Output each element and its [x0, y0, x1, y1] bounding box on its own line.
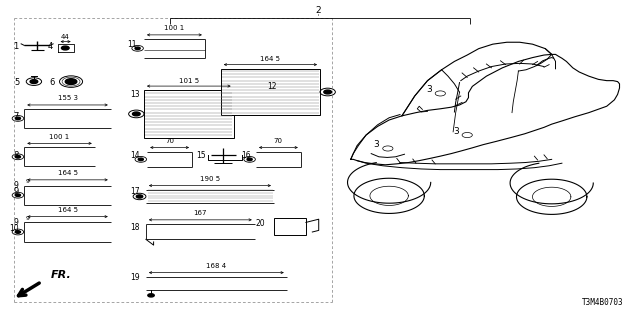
Circle shape [65, 79, 77, 84]
Text: 164 5: 164 5 [58, 207, 77, 213]
Circle shape [148, 294, 154, 297]
Text: 15: 15 [196, 151, 205, 160]
Circle shape [30, 80, 38, 84]
Text: 11: 11 [127, 40, 136, 49]
Text: 9: 9 [26, 179, 29, 184]
Circle shape [15, 194, 20, 196]
Circle shape [135, 47, 140, 50]
Text: 3: 3 [426, 85, 431, 94]
Text: 167: 167 [193, 210, 207, 216]
Circle shape [136, 195, 143, 198]
Text: 5: 5 [14, 78, 19, 87]
Text: 100 1: 100 1 [164, 25, 184, 31]
Text: 101 5: 101 5 [179, 78, 199, 84]
Text: 70: 70 [274, 138, 283, 144]
Text: 9: 9 [13, 218, 19, 227]
Text: 9: 9 [26, 216, 29, 221]
Text: 16: 16 [241, 151, 251, 160]
Text: 12: 12 [267, 82, 276, 91]
Circle shape [15, 231, 20, 233]
Text: 3: 3 [453, 127, 458, 136]
Text: 8: 8 [13, 151, 19, 160]
Text: 19: 19 [130, 273, 140, 282]
Text: 10: 10 [9, 224, 19, 233]
Text: 3: 3 [374, 140, 379, 149]
Text: 7: 7 [13, 112, 19, 121]
Text: 164 5: 164 5 [58, 170, 77, 176]
Text: 168 4: 168 4 [206, 263, 227, 269]
Text: 20: 20 [256, 220, 266, 228]
Circle shape [61, 46, 69, 50]
Circle shape [15, 156, 20, 158]
Circle shape [324, 90, 332, 94]
Text: 14: 14 [130, 151, 140, 160]
Text: 164 5: 164 5 [260, 56, 280, 62]
Circle shape [15, 117, 20, 120]
Bar [144, 90, 234, 138]
Text: 6: 6 [49, 78, 54, 87]
Text: 190 5: 190 5 [200, 176, 220, 182]
Text: T3M4B0703: T3M4B0703 [582, 298, 624, 307]
Text: 13: 13 [130, 90, 140, 99]
Circle shape [138, 158, 143, 161]
Text: 2: 2 [316, 6, 321, 15]
Text: 9: 9 [13, 188, 19, 196]
Bar [274, 218, 306, 235]
Text: 18: 18 [130, 223, 140, 232]
Text: 44: 44 [61, 34, 70, 40]
Text: 155 3: 155 3 [58, 95, 77, 101]
Text: 9: 9 [13, 181, 19, 190]
Text: 70: 70 [165, 138, 174, 144]
Circle shape [132, 112, 140, 116]
Text: 4: 4 [47, 42, 52, 51]
Text: 1: 1 [13, 42, 19, 51]
Circle shape [247, 158, 252, 161]
Bar [221, 69, 320, 115]
Text: 100 1: 100 1 [49, 133, 70, 140]
Text: 17: 17 [130, 187, 140, 196]
Text: FR.: FR. [51, 270, 72, 280]
